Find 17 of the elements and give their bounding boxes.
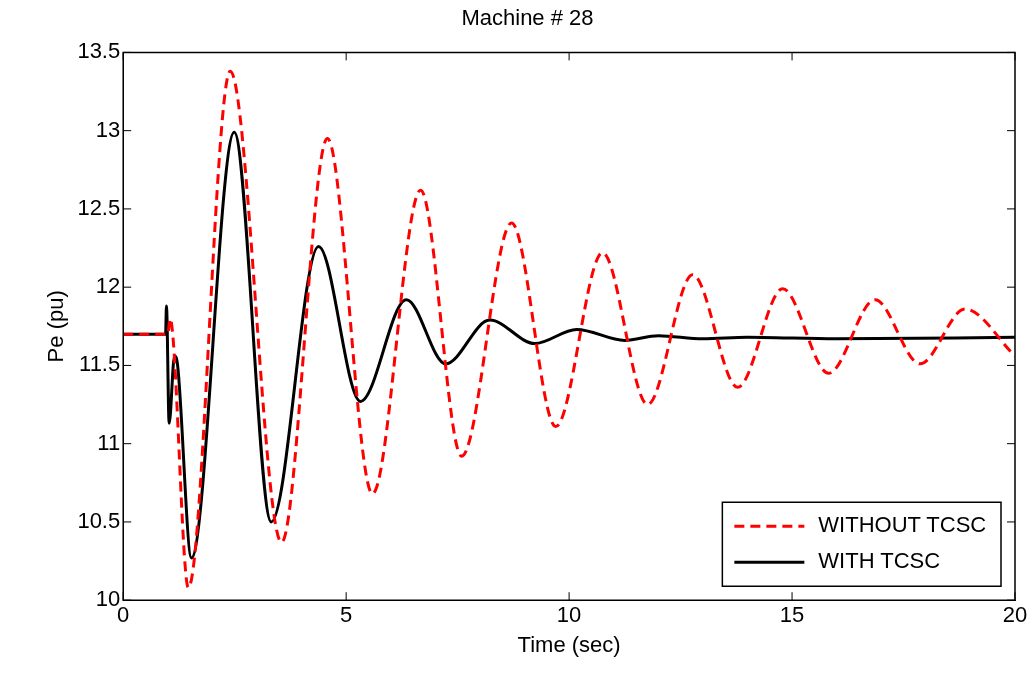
chart-title: Machine # 28 bbox=[461, 5, 594, 31]
y-tick-label: 12.5 bbox=[77, 194, 121, 220]
y-tick-label: 11.5 bbox=[79, 351, 121, 377]
x-tick-label: 15 bbox=[779, 602, 805, 628]
x-tick-label: 10 bbox=[556, 602, 582, 628]
y-tick-label: 13 bbox=[95, 116, 121, 142]
legend-label: WITHOUT TCSC bbox=[818, 512, 987, 538]
y-axis-title: Pe (pu) bbox=[43, 290, 69, 363]
y-tick-label: 12 bbox=[95, 273, 121, 299]
y-tick-label: 13.5 bbox=[77, 38, 121, 64]
legend-label: WITH TCSC bbox=[818, 548, 941, 574]
y-tick-label: 10.5 bbox=[77, 508, 121, 534]
line-series bbox=[123, 69, 1015, 590]
x-axis-title: Time (sec) bbox=[517, 631, 621, 657]
x-tick-label: 20 bbox=[1002, 602, 1028, 628]
x-tick-label: 5 bbox=[340, 602, 353, 628]
y-tick-label: 11 bbox=[97, 429, 121, 455]
